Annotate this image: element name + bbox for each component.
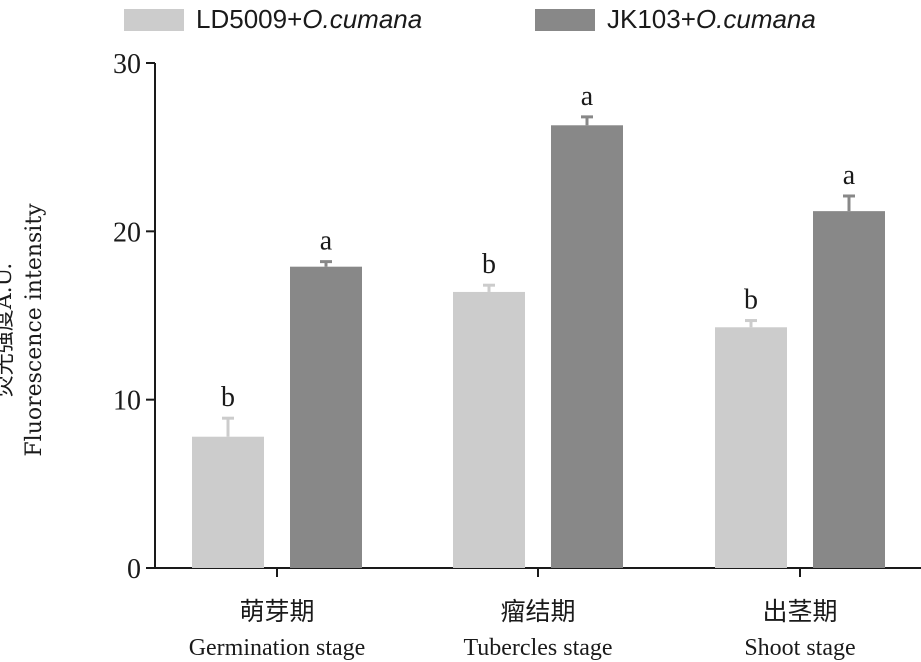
bar — [813, 211, 885, 568]
bar — [290, 266, 362, 568]
legend: LD5009+O.cumana JK103+O.cumana — [0, 0, 921, 40]
legend-swatch-ld5009 — [124, 8, 184, 31]
y-tick-label: 10 — [113, 386, 141, 417]
x-tick-label-en: Shoot stage — [744, 635, 855, 661]
significance-label: b — [744, 285, 758, 316]
x-tick-label-zh: 瘤结期 — [500, 598, 575, 626]
legend-label-ld5009: LD5009+O.cumana — [196, 4, 423, 34]
x-tick-label-zh: 萌芽期 — [239, 598, 314, 626]
legend-swatch-jk103 — [535, 8, 595, 31]
significance-label: a — [581, 81, 594, 112]
significance-label: b — [221, 382, 235, 413]
bar — [453, 291, 525, 568]
y-tick-label: 30 — [113, 49, 141, 80]
significance-label: a — [843, 160, 856, 191]
significance-label: a — [320, 226, 333, 257]
y-tick-label: 20 — [113, 217, 141, 248]
legend-label-jk103: JK103+O.cumana — [607, 4, 816, 34]
legend-item-jk103: JK103+O.cumana — [535, 4, 816, 35]
bar — [715, 327, 787, 568]
x-tick-label-en: Germination stage — [189, 635, 366, 661]
x-tick-label-en: Tubercles stage — [463, 635, 612, 661]
legend-item-ld5009: LD5009+O.cumana — [124, 4, 422, 35]
bar — [192, 436, 264, 568]
significance-label: b — [482, 249, 496, 280]
x-tick-label-zh: 出茎期 — [762, 598, 837, 626]
y-tick-label: 0 — [127, 554, 141, 585]
bar — [551, 125, 623, 569]
